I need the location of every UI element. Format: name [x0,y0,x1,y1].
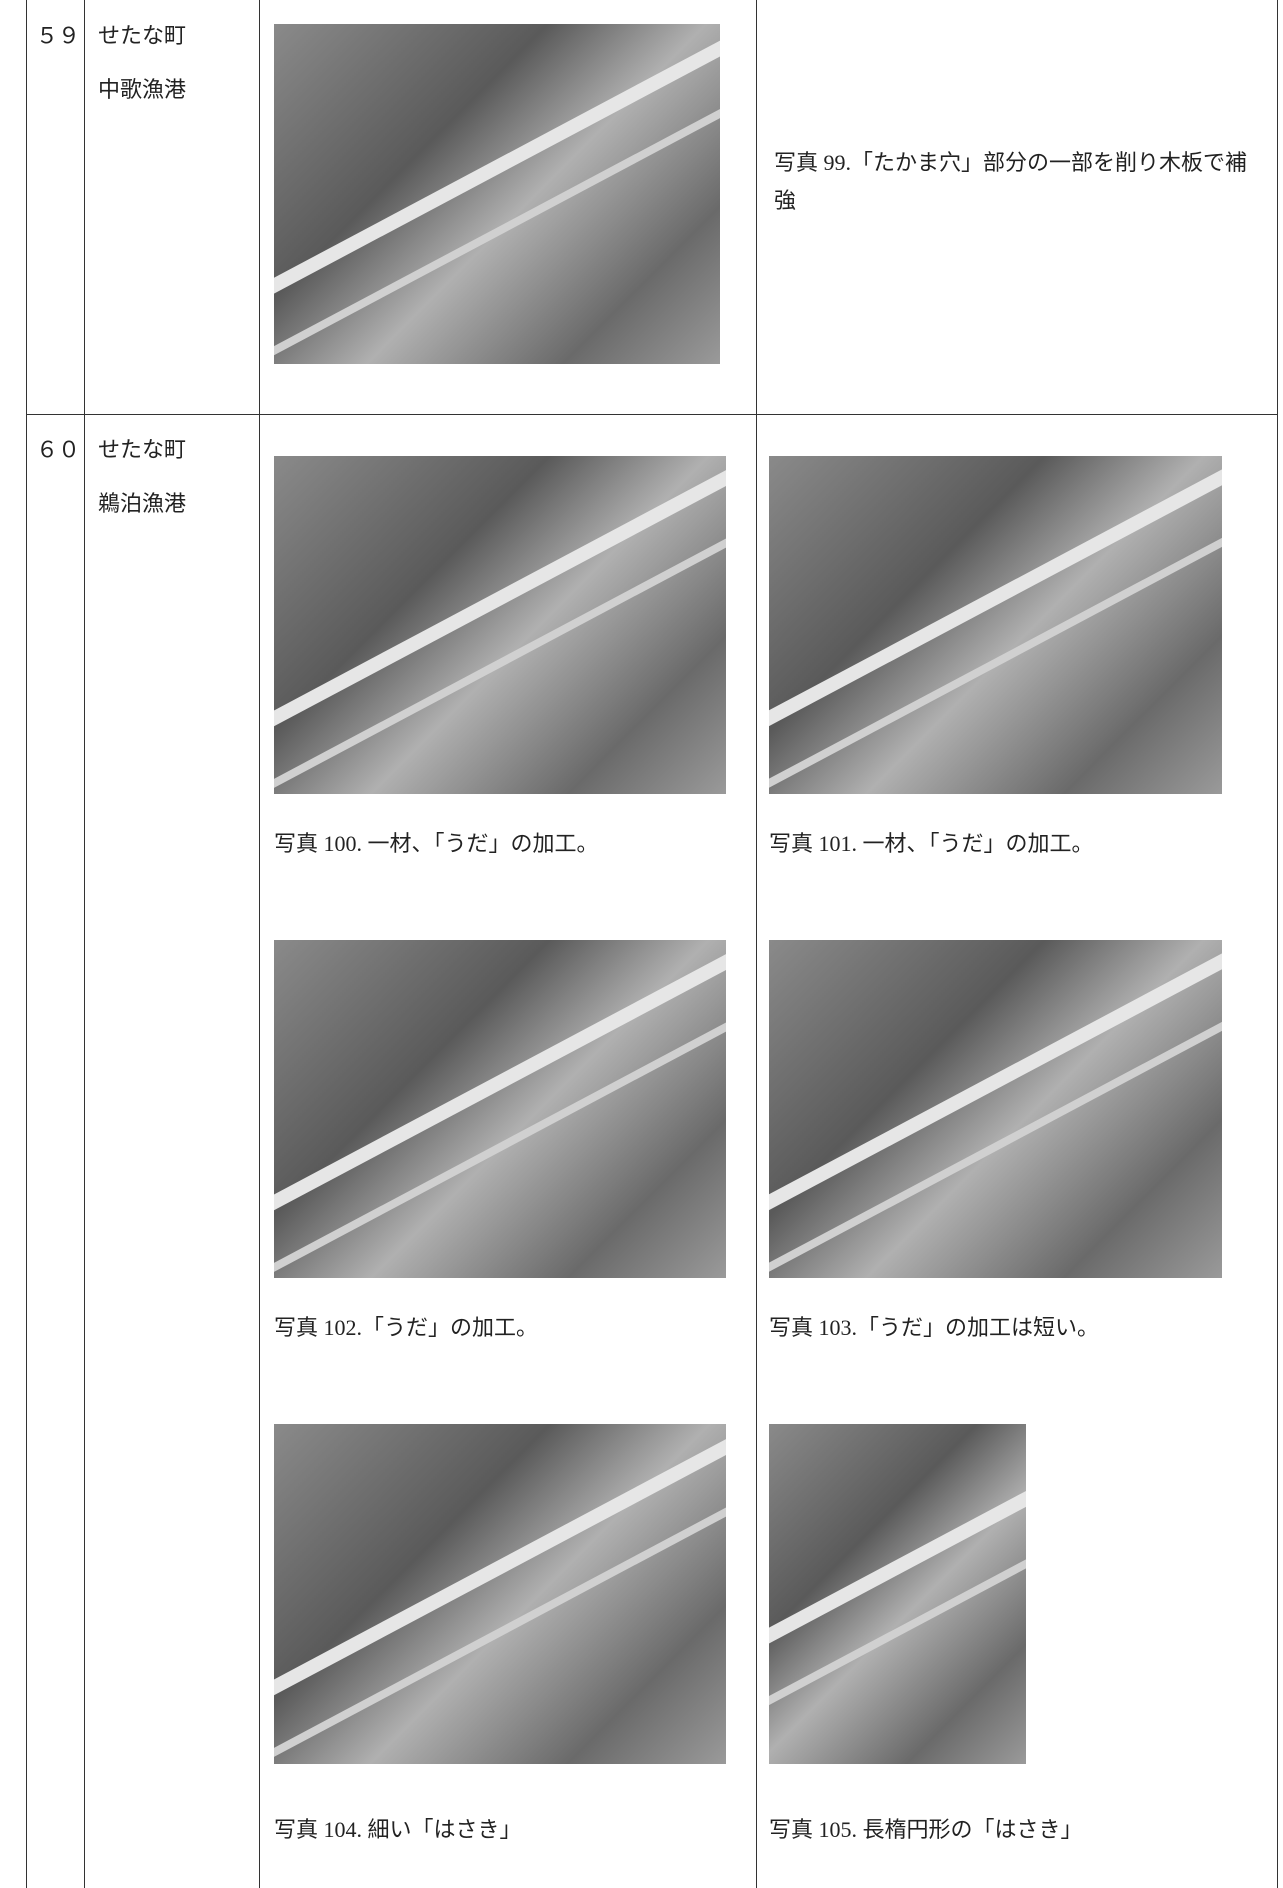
caption: 写真 103.「うだ」の加工は短い。 [769,1315,1100,1340]
caption: 写真 100. 一材、「うだ」の加工。 [274,831,599,856]
caption: 写真 105. 長楕円形の「はさき」 [769,1817,1083,1842]
place: 中歌漁港 [98,77,187,102]
photo [274,456,726,794]
border [26,0,27,1888]
photo [274,1424,726,1764]
place: せたな町 [98,437,187,462]
caption: 写真 99.「たかま穴」部分の一部を削り木板で補強 [774,150,1248,213]
row-number: ５９ [36,23,81,48]
border [1277,0,1278,1888]
border [259,0,260,1888]
photo [769,456,1222,794]
place: 鵜泊漁港 [98,491,187,516]
border [756,0,757,1888]
caption: 写真 101. 一材、「うだ」の加工。 [769,831,1094,856]
photo [274,940,726,1278]
photo [274,24,720,364]
photo [769,1424,1026,1764]
caption: 写真 104. 細い「はさき」 [274,1817,522,1842]
photo [769,940,1222,1278]
place: せたな町 [98,23,187,48]
caption: 写真 102.「うだ」の加工。 [274,1315,539,1340]
border [84,0,85,1888]
border [26,414,1278,415]
row-number: ６０ [36,437,81,462]
